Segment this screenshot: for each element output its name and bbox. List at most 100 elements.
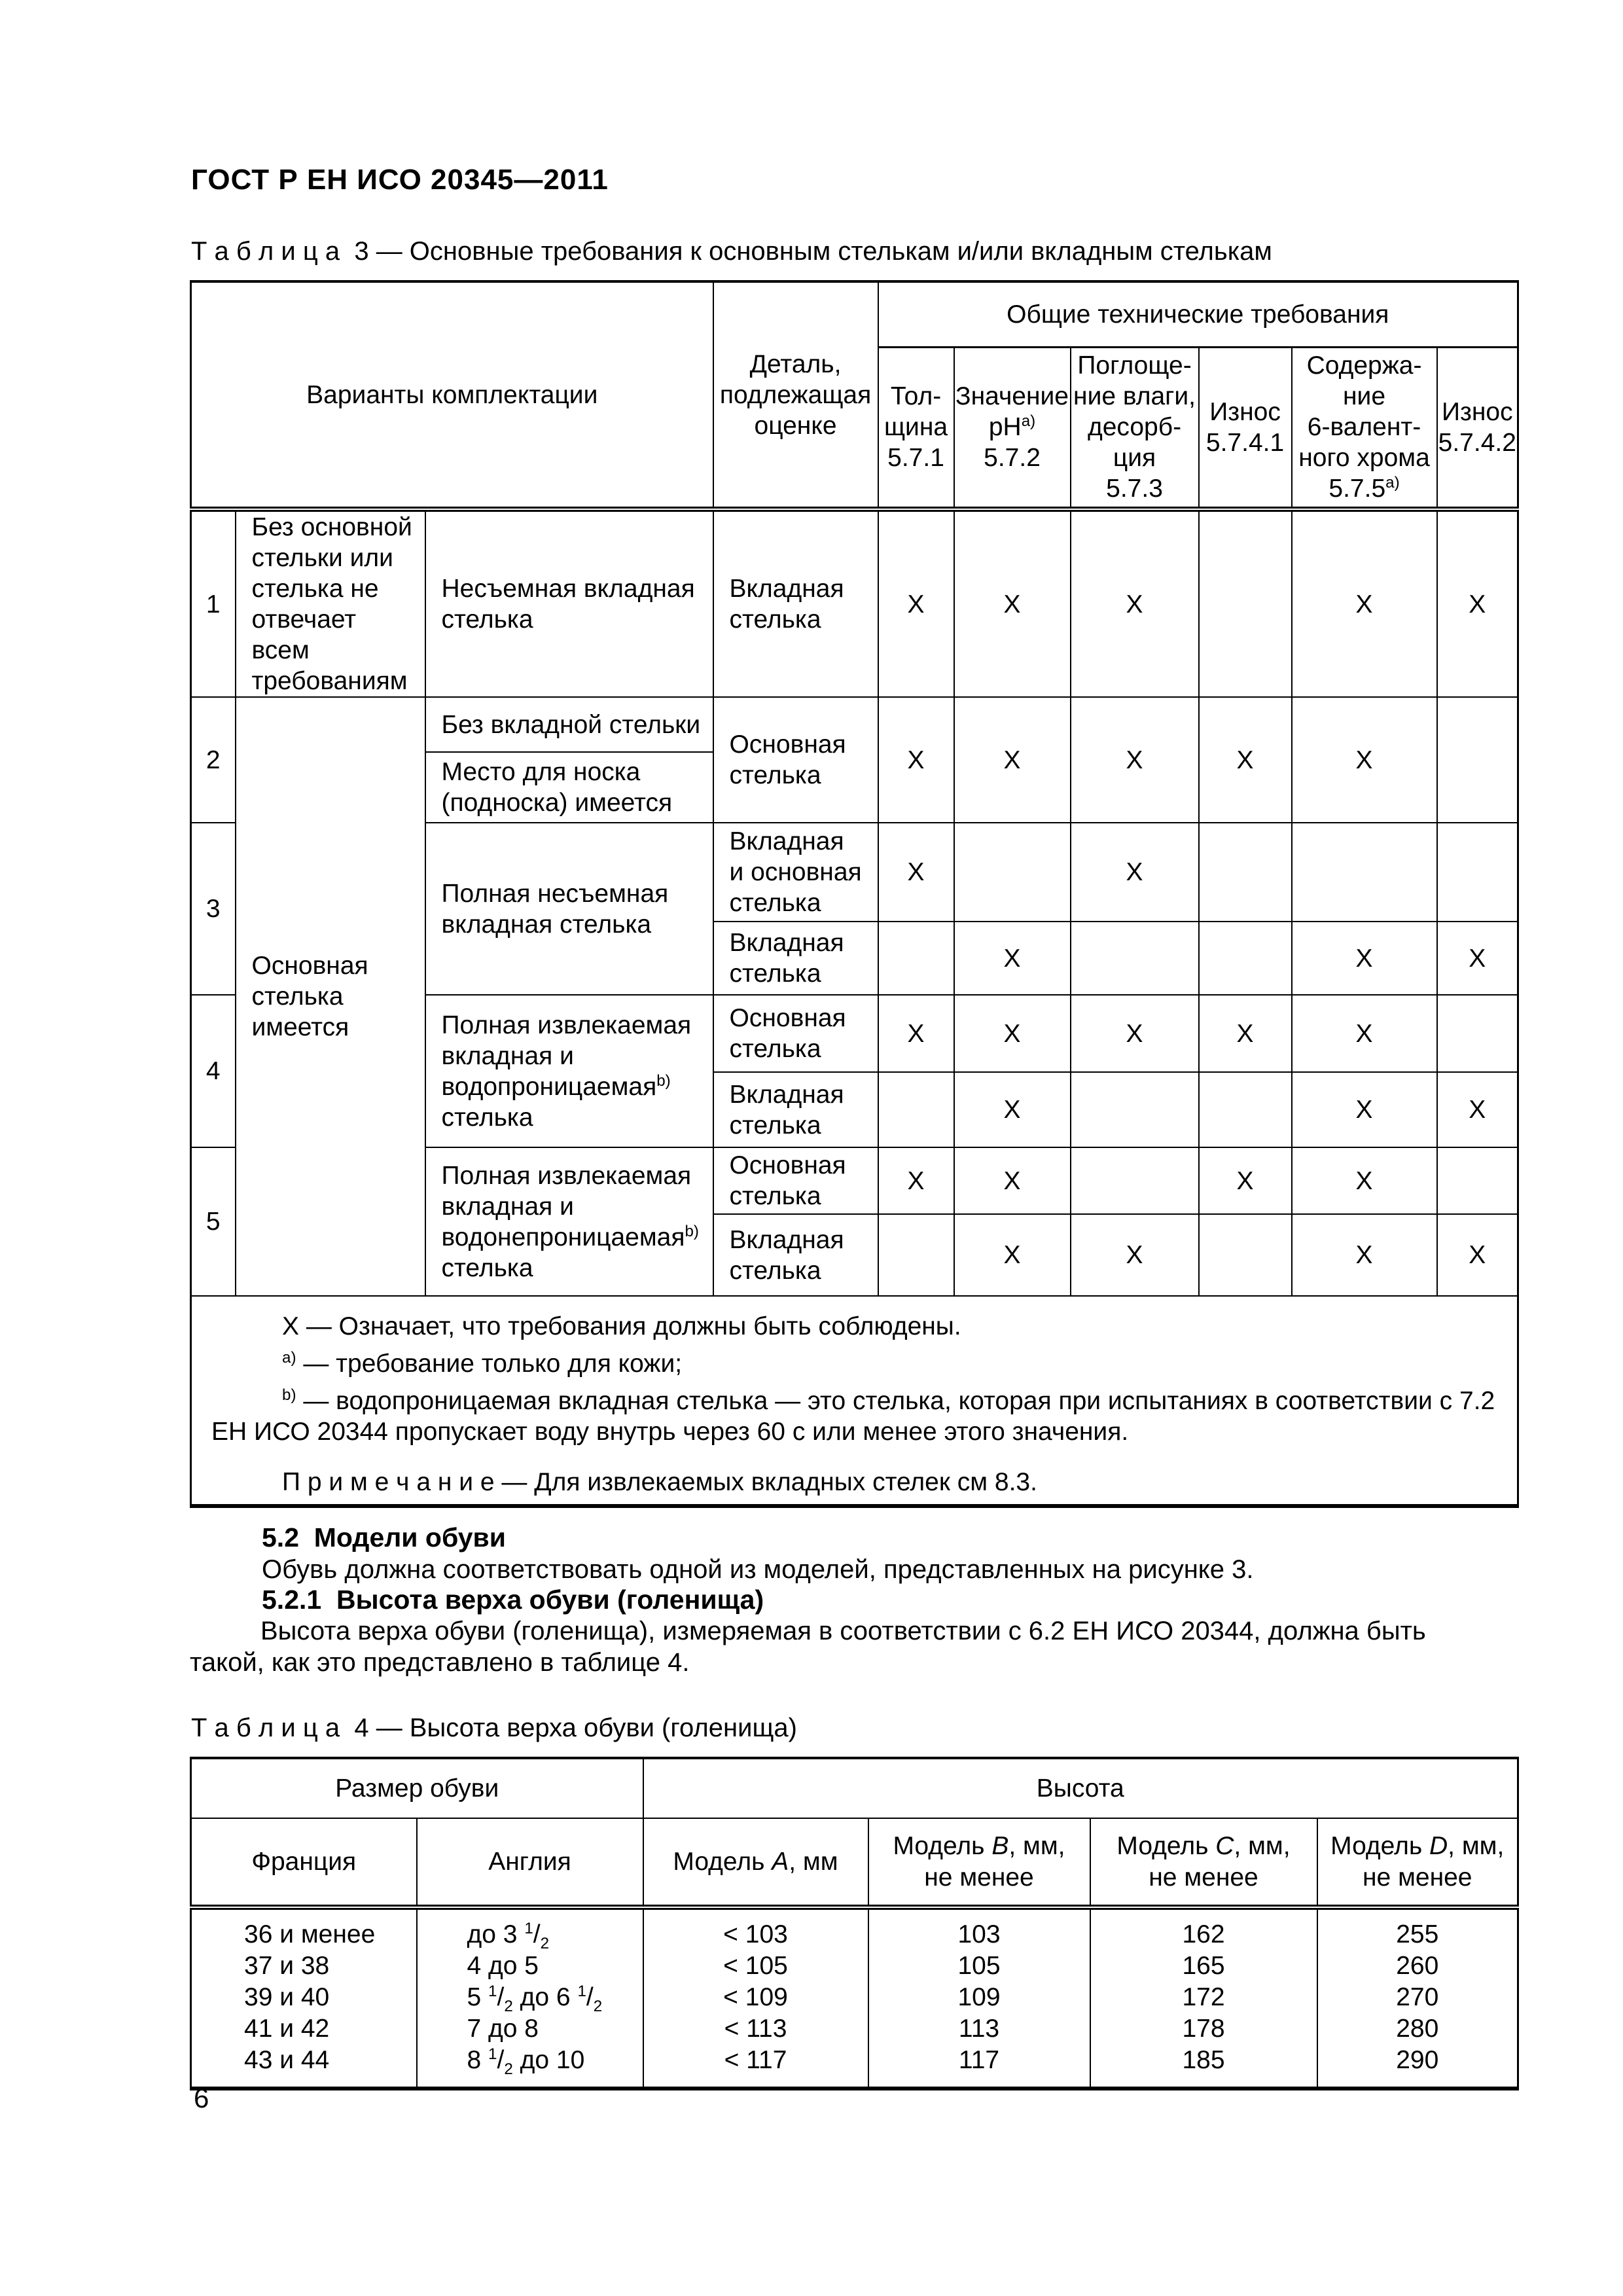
table3-requirements: Варианты комплектации Деталь, подлежащая… (190, 280, 1520, 1508)
t3-mark-cell: X (1069, 696, 1200, 823)
t3-detail-cell: Основная стелька (712, 1147, 879, 1215)
t3-variant-cell: Полная несъемная вкладная стелька (424, 822, 714, 996)
t3-header-col-wear2: Износ 5.7.4.2 (1436, 346, 1519, 512)
t3-mark-cell: X (877, 509, 955, 698)
t3-footnotes-cell: X — Означает, что требования должны быть… (190, 1295, 1519, 1507)
t3-row-num: 3 (190, 822, 236, 996)
t4-header-size: Размер обуви (190, 1757, 644, 1819)
section-5-2-1-heading: 5.2.1 Высота верха обуви (голенища) (262, 1585, 764, 1615)
t3-footnote-a: а) — требование только для кожи; (282, 1349, 683, 1378)
t4-model-d-cell: 290 (1316, 2045, 1519, 2089)
t3-mark-cell (1198, 1071, 1293, 1148)
t4-model-d-cell: 260 (1316, 1950, 1519, 1982)
t3-mark-cell: X (1198, 1147, 1293, 1215)
t4-size-en-cell: 7 до 8 (416, 2013, 644, 2045)
t3-mark-cell: X (953, 696, 1071, 823)
t4-model-a-cell: < 103 (642, 1907, 869, 1950)
t3-mark-cell: X (1069, 994, 1200, 1073)
t3-header-col-absorption: Поглоще- ние влаги, десорб- ция 5.7.3 (1069, 346, 1200, 512)
t3-header-general: Общие технические требования (877, 281, 1519, 348)
t3-mark-cell: X (1436, 921, 1519, 996)
t4-model-b-cell: 105 (867, 1950, 1091, 1982)
t3-mark-cell (877, 921, 955, 996)
t3-detail-cell: Вкладная и основная стелька (712, 822, 879, 922)
t3-mark-cell: X (1291, 696, 1438, 823)
t3-mark-cell (1436, 994, 1519, 1073)
t4-model-c-cell: 178 (1089, 2013, 1318, 2045)
t4-model-a-cell: < 105 (642, 1950, 869, 1982)
t4-model-a-cell: < 113 (642, 2013, 869, 2045)
table4-upper-height: Размер обуви Высота Франция Англия Модел… (190, 1757, 1519, 2090)
t4-header-model-a: Модель A, мм (642, 1818, 869, 1910)
t3-mark-cell (1069, 1071, 1200, 1148)
t4-header-height: Высота (642, 1757, 1519, 1819)
t4-size-fr-cell: 37 и 38 (190, 1950, 418, 1982)
t3-header-col-thickness: Тол- щина 5.7.1 (877, 346, 955, 512)
t3-variant-cell: Место для носка (подноска) имеется (424, 751, 714, 823)
t3-header-detail: Деталь, подлежащая оценке (712, 281, 879, 512)
t4-model-a-cell: < 117 (642, 2045, 869, 2089)
t4-size-fr-cell: 41 и 42 (190, 2013, 418, 2045)
t3-mark-cell: X (877, 696, 955, 823)
t3-mark-cell: X (877, 1147, 955, 1215)
t4-size-en-cell: 8 1/2 до 10 (416, 2045, 644, 2089)
t3-mark-cell (1198, 822, 1293, 922)
t4-model-c-cell: 185 (1089, 2045, 1318, 2089)
t4-model-b-cell: 109 (867, 1982, 1091, 2013)
t3-header-col-ph: Значение рНа) 5.7.2 (953, 346, 1071, 512)
t3-mark-cell: X (953, 509, 1071, 698)
t3-mark-cell: X (1198, 994, 1293, 1073)
t3-mark-cell (1069, 921, 1200, 996)
t3-row-num: 4 (190, 994, 236, 1148)
t3-footnote-x: X — Означает, что требования должны быть… (282, 1312, 961, 1340)
t3-header-variants: Варианты комплектации (190, 281, 714, 512)
t4-model-c-cell: 172 (1089, 1982, 1318, 2013)
t3-detail-cell: Основная стелька (712, 994, 879, 1073)
t3-mark-cell: X (1291, 921, 1438, 996)
t4-model-c-cell: 162 (1089, 1907, 1318, 1950)
t4-model-b-cell: 103 (867, 1907, 1091, 1950)
t3-mark-cell (1198, 509, 1293, 698)
t3-mark-cell: X (953, 921, 1071, 996)
t3-variant-cell: Полная извлекаемая вкладная и водонепрон… (424, 1147, 714, 1297)
t3-mark-cell: X (1291, 509, 1438, 698)
page-number: 6 (194, 2083, 209, 2113)
t3-mark-cell (1198, 1213, 1293, 1297)
t4-header-model-d: Модель D, мм, не менее (1316, 1818, 1519, 1910)
t4-size-en-cell: 5 1/2 до 6 1/2 (416, 1982, 644, 2014)
t3-mark-cell: X (953, 1147, 1071, 1215)
t3-mark-cell (1198, 921, 1293, 996)
t3-mark-cell: X (1291, 1213, 1438, 1297)
table-row: 43 и 44 8 1/2 до 10 < 117 117 185 290 (190, 2045, 1519, 2089)
t3-note: П р и м е ч а н и е — Для извлекаемых вк… (282, 1468, 1037, 1496)
t4-model-b-cell: 117 (867, 2045, 1091, 2089)
t3-row-num: 5 (190, 1147, 236, 1297)
t4-size-en-cell: 4 до 5 (416, 1950, 644, 1982)
t3-row-num: 2 (190, 696, 236, 823)
t3-mark-cell (1436, 696, 1519, 823)
t4-header-france: Франция (190, 1818, 418, 1910)
t3-mark-cell: X (1069, 822, 1200, 922)
t3-header-col-chrome: Содержа- ние 6-валент- ного хрома 5.7.5а… (1291, 346, 1438, 512)
table-row: 39 и 40 5 1/2 до 6 1/2 < 109 109 172 270 (190, 1982, 1519, 2014)
t3-mark-cell: X (1291, 1071, 1438, 1148)
t3-detail-cell: Вкладная стелька (712, 1071, 879, 1148)
t3-detail-cell: Вкладная стелька (712, 1213, 879, 1297)
section-5-2-heading: 5.2 Модели обуви (262, 1522, 506, 1552)
t3-footnote-b: b) — водопроницаемая вкладная стелька — … (211, 1386, 1495, 1446)
t3-detail-cell: Вкладная стелька (712, 921, 879, 996)
t4-size-fr-cell: 43 и 44 (190, 2045, 418, 2089)
table-row: 37 и 38 4 до 5 < 105 105 165 260 (190, 1950, 1519, 1982)
t3-mark-cell (953, 822, 1071, 922)
t3-mark-cell: X (1436, 1213, 1519, 1297)
t3-mark-cell (877, 1213, 955, 1297)
t3-mark-cell: X (1436, 509, 1519, 698)
table3-caption: Т а б л и ц а 3 — Основные требования к … (191, 237, 1272, 266)
t4-size-fr-cell: 39 и 40 (190, 1982, 418, 2013)
t3-detail-cell: Основная стелька (712, 696, 879, 823)
t4-model-c-cell: 165 (1089, 1950, 1318, 1982)
t3-group-cell: Основная стелька имеется (234, 696, 426, 1297)
table4-caption: Т а б л и ц а 4 — Высота верха обуви (го… (191, 1713, 797, 1742)
t4-size-en-cell: до 3 1/2 (416, 1907, 644, 1951)
